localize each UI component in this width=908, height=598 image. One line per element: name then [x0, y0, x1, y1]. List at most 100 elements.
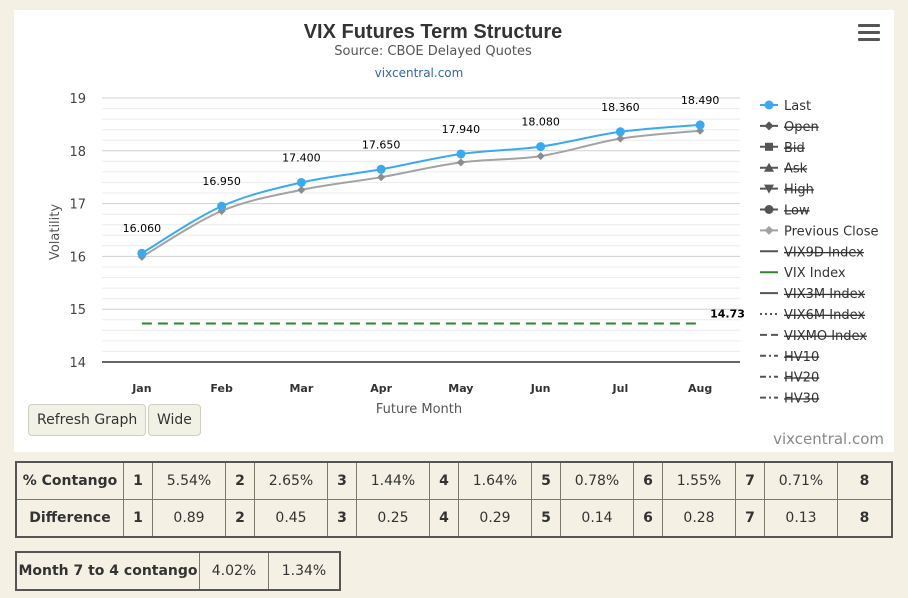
last-point[interactable]: [536, 142, 546, 152]
x-tick-label: Feb: [210, 382, 233, 395]
legend-item[interactable]: Open: [760, 120, 819, 135]
value-cell: 0.89: [152, 499, 226, 538]
legend-marker: [764, 100, 774, 110]
legend-item[interactable]: Bid: [760, 141, 805, 156]
legend-label: Last: [784, 99, 811, 114]
legend-item[interactable]: VIX9D Index: [760, 245, 864, 260]
source-link[interactable]: vixcentral.com: [375, 66, 464, 80]
refresh-graph-button[interactable]: Refresh Graph: [28, 404, 147, 436]
value-cell: 1.55%: [662, 461, 736, 500]
grid-lines: [102, 97, 740, 363]
month-contango-value: 4.02%: [199, 551, 269, 591]
previous-close-point[interactable]: [616, 134, 625, 143]
x-axis-title: Future Month: [376, 402, 462, 417]
legend-item[interactable]: VIX Index: [760, 266, 846, 281]
month-number-cell: 1: [123, 461, 153, 500]
value-cell: 0.28: [662, 499, 736, 538]
month-number-cell: 6: [633, 461, 663, 500]
x-tick-label: Jun: [530, 382, 551, 395]
last-data-label: 17.400: [282, 151, 321, 164]
legend-item[interactable]: HV20: [760, 371, 819, 386]
vix-index-label: 14.73: [710, 307, 745, 320]
last-point[interactable]: [376, 164, 386, 174]
last-data-label: 18.080: [521, 116, 560, 129]
wide-button[interactable]: Wide: [148, 404, 201, 436]
month-number-cell: 2: [225, 461, 255, 500]
last-point[interactable]: [695, 120, 705, 130]
month-number-cell: 2: [225, 499, 255, 538]
month-number-cell: 6: [633, 499, 663, 538]
legend-label: Ask: [784, 162, 808, 177]
last-point[interactable]: [456, 149, 466, 159]
y-axis-title: Volatility: [48, 204, 63, 260]
month-number-cell: 4: [429, 499, 459, 538]
legend-label: HV30: [784, 392, 819, 407]
legend-marker: [764, 225, 774, 235]
legend-marker: [764, 205, 774, 214]
menu-icon[interactable]: [858, 24, 880, 44]
last-data-label: 17.650: [362, 138, 401, 151]
last-point[interactable]: [137, 248, 147, 258]
month-contango-row: Month 7 to 4 contango 4.02% 1.34%: [15, 551, 341, 591]
month-contango-label: Month 7 to 4 contango: [15, 551, 200, 591]
legend-item[interactable]: VIX3M Index: [760, 287, 865, 302]
last-point[interactable]: [217, 201, 227, 211]
chart-panel: VIX Futures Term Structure Source: CBOE …: [14, 10, 894, 452]
legend-marker: [765, 142, 773, 151]
previous-close-point[interactable]: [377, 173, 386, 182]
chart-subtitle: Source: CBOE Delayed Quotes: [334, 44, 532, 59]
value-cell: 1.44%: [356, 461, 430, 500]
legend-item[interactable]: HV10: [760, 350, 819, 365]
contango-table: % Contango 1 5.54% 2 2.65% 3 1.44% 4 1.64% 5 0.78%…: [15, 461, 893, 538]
previous-close-line: [141, 129, 701, 258]
month-contango-value: 1.34%: [268, 551, 341, 591]
legend-item[interactable]: HV30: [760, 392, 819, 407]
month-number-cell: 5: [531, 499, 561, 538]
chart-title: VIX Futures Term Structure: [304, 21, 563, 43]
last-data-label: 16.060: [123, 222, 162, 235]
legend-label: VIX3M Index: [784, 287, 865, 302]
legend-item[interactable]: High: [760, 183, 814, 198]
last-point[interactable]: [296, 177, 306, 187]
previous-close-point[interactable]: [297, 185, 306, 194]
legend-item[interactable]: Last: [760, 99, 811, 114]
legend-label: VIX Index: [784, 266, 846, 281]
value-cell: 2.65%: [254, 461, 328, 500]
y-tick-label: 17: [69, 198, 86, 213]
legend-label: VIX9D Index: [784, 245, 864, 260]
value-cell: 0.25: [356, 499, 430, 538]
previous-close-point[interactable]: [536, 152, 545, 161]
month-number-cell: 7: [735, 461, 765, 500]
y-tick-label: 16: [69, 250, 86, 265]
legend-item[interactable]: VIX6M Index: [760, 308, 865, 323]
brand-watermark: vixcentral.com: [773, 430, 884, 448]
x-tick-label: Jan: [131, 382, 151, 395]
previous-close-point[interactable]: [456, 158, 465, 167]
month-contango-table: Month 7 to 4 contango 4.02% 1.34%: [15, 551, 341, 591]
last-data-label: 16.950: [202, 175, 241, 188]
legend: Last Open Bid Ask High Low Previous Close VIX9D…: [760, 99, 879, 407]
last-line: [141, 123, 701, 255]
legend-item[interactable]: Ask: [760, 162, 808, 177]
legend-label: Bid: [784, 141, 805, 156]
last-point[interactable]: [615, 127, 625, 137]
x-tick-label: Apr: [370, 382, 392, 395]
legend-label: Previous Close: [784, 224, 879, 239]
y-tick-label: 18: [69, 145, 86, 160]
axes: 14 15 16 17 18 19 Jan Feb Mar Apr May Jun Jul Aug: [69, 92, 740, 395]
last-data-label: 18.360: [601, 101, 640, 114]
legend-marker: [764, 121, 774, 131]
legend-item[interactable]: Previous Close: [760, 224, 879, 239]
legend-item[interactable]: VIXMO Index: [760, 329, 867, 344]
value-cell: 0.14: [560, 499, 634, 538]
x-tick-label: May: [448, 382, 473, 395]
legend-item[interactable]: Low: [760, 204, 810, 219]
month-number-cell: 4: [429, 461, 459, 500]
value-cell: 0.78%: [560, 461, 634, 500]
legend-label: VIX6M Index: [784, 308, 865, 323]
legend-label: High: [784, 183, 814, 198]
value-cell: 1.64%: [458, 461, 532, 500]
row-label: % Contango: [15, 461, 124, 500]
month-number-cell: 3: [327, 461, 357, 500]
legend-marker: [764, 184, 774, 194]
